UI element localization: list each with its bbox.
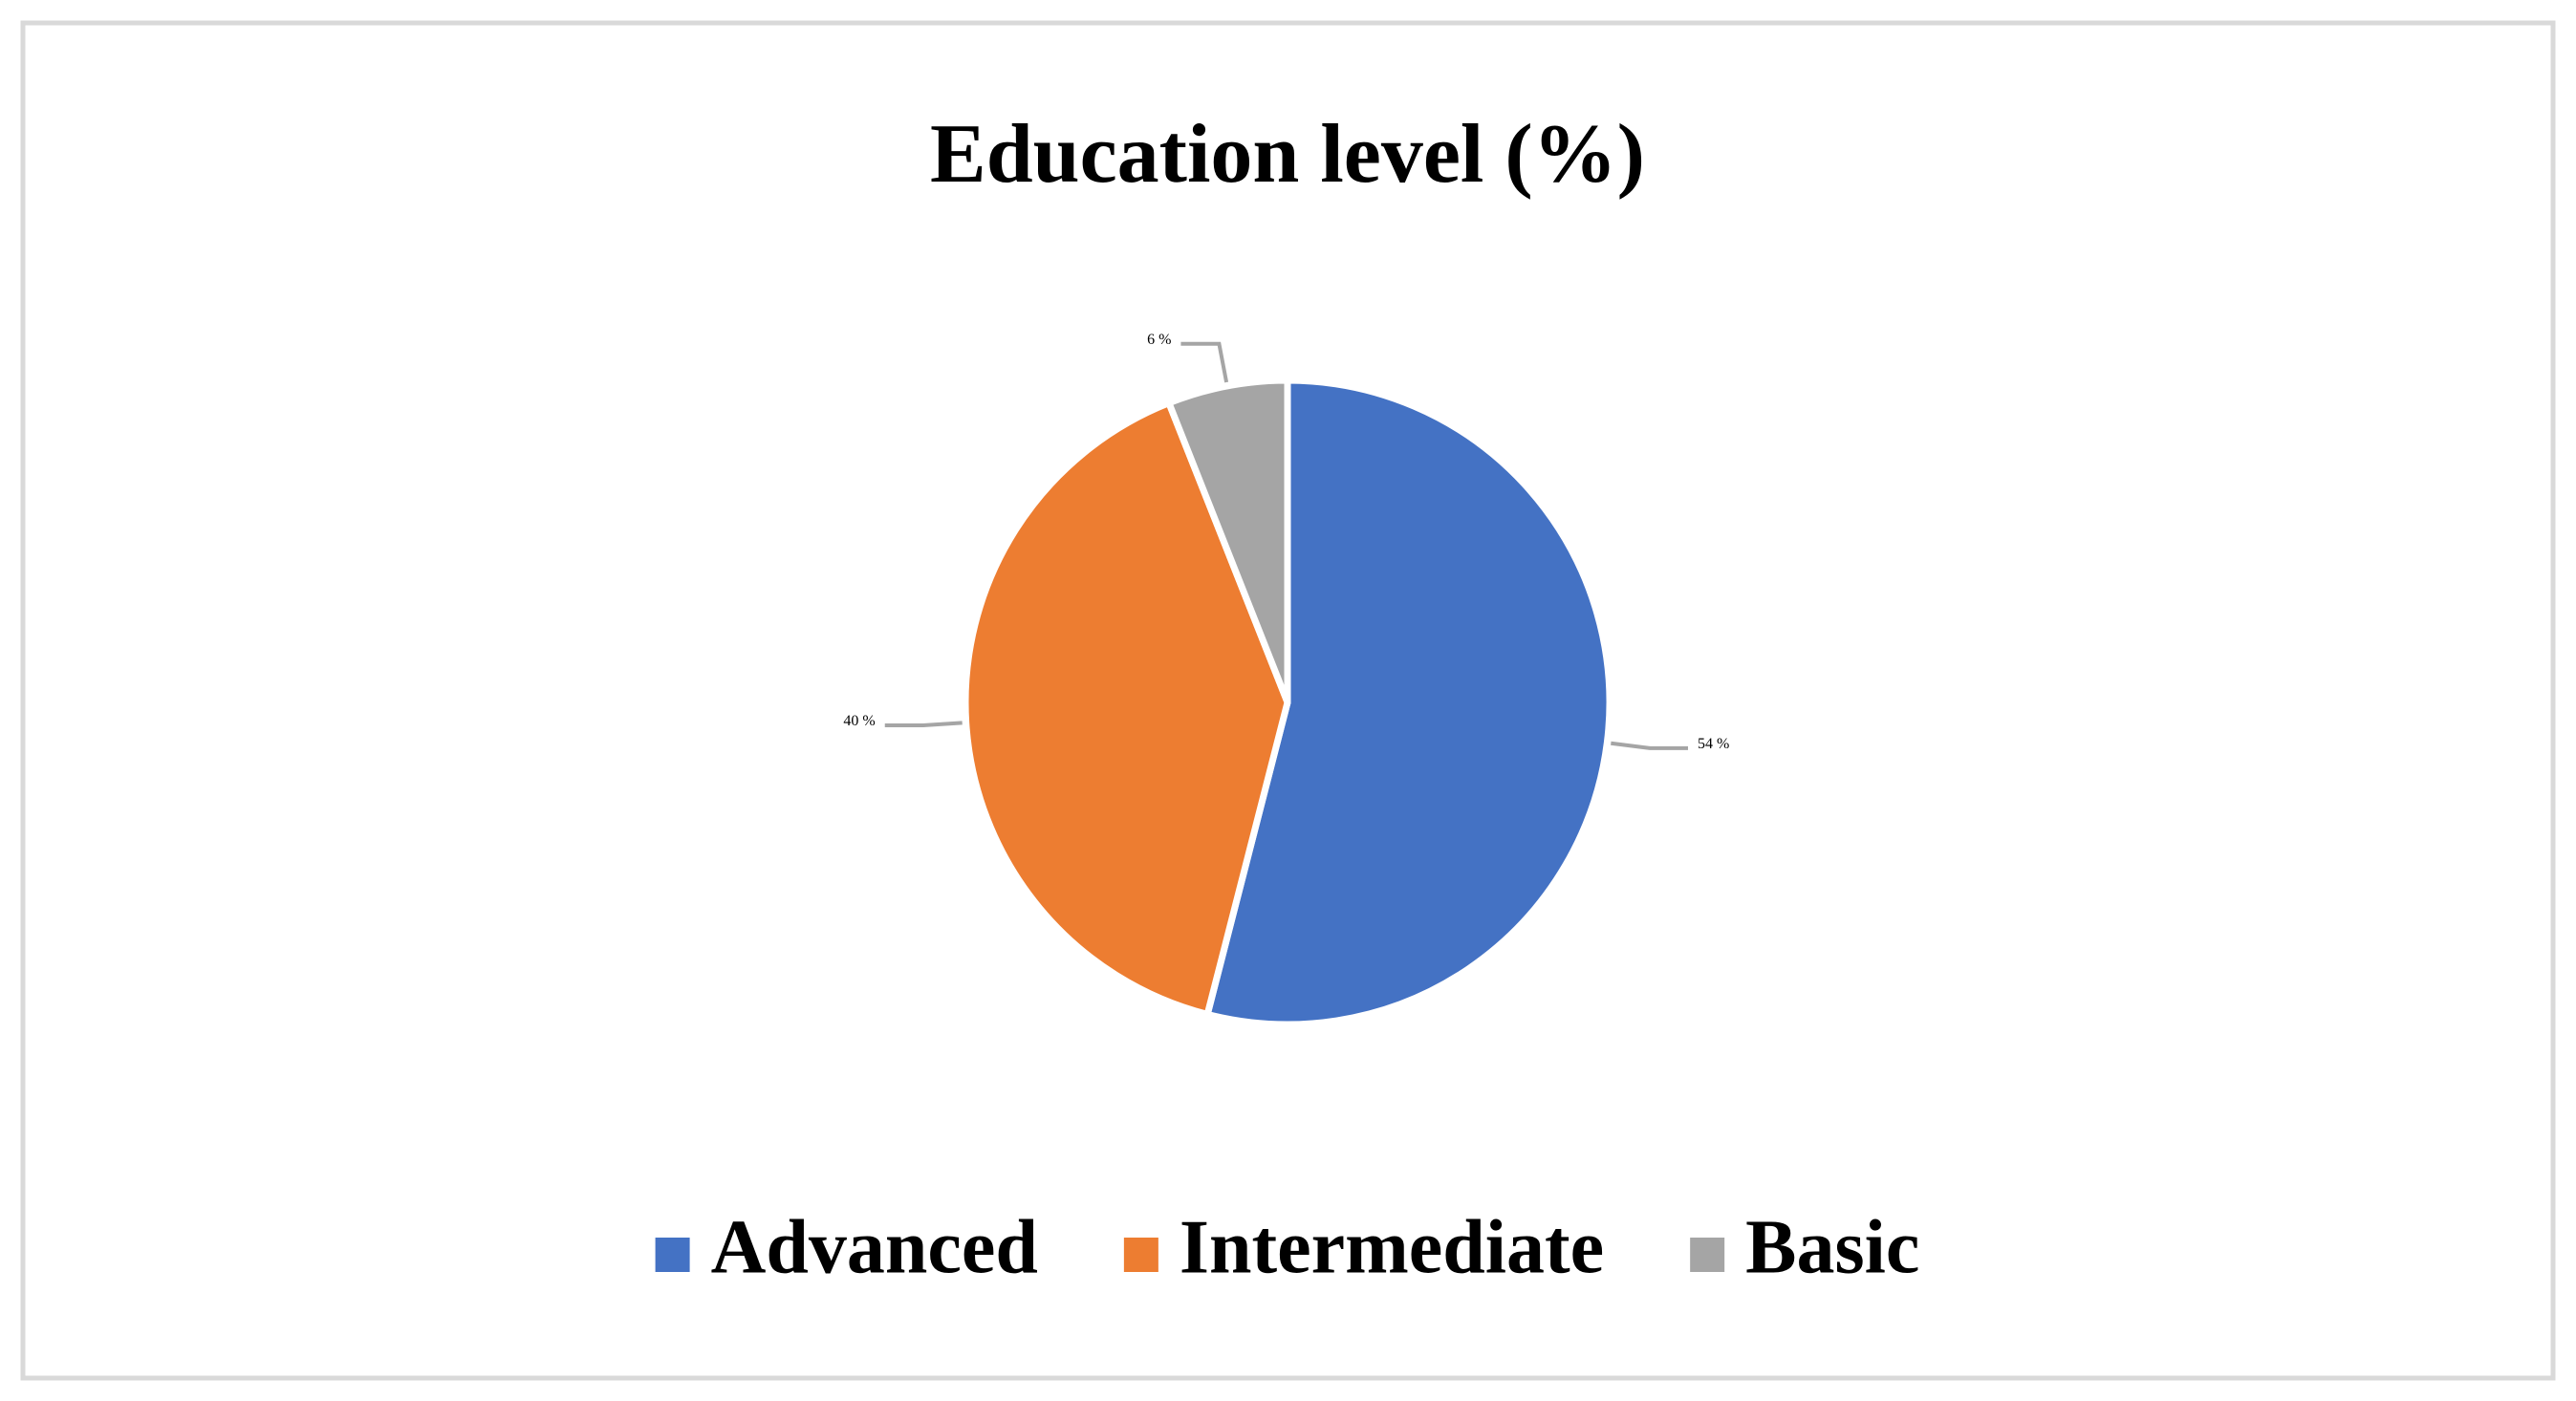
- data-label: 6 %: [1147, 332, 1171, 348]
- leader-line: [884, 721, 963, 727]
- legend-swatch: [1123, 1238, 1158, 1272]
- legend-swatch: [1690, 1238, 1725, 1272]
- data-label: 40 %: [843, 713, 875, 729]
- pie-slice: [962, 399, 1291, 1018]
- legend-label: Intermediate: [1180, 1205, 1604, 1289]
- legend-label: Basic: [1745, 1205, 1919, 1289]
- leader-line: [1180, 341, 1229, 383]
- chart-title: Education level (%): [930, 108, 1645, 201]
- legend-label: Advanced: [711, 1205, 1038, 1289]
- pie-slice: [1203, 377, 1613, 1028]
- data-label: 54 %: [1698, 736, 1729, 752]
- legend-swatch: [655, 1238, 690, 1272]
- leader-line: [1611, 741, 1688, 750]
- pie-slice: [1165, 377, 1291, 706]
